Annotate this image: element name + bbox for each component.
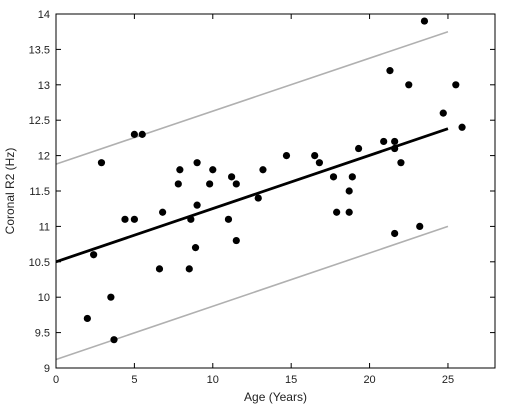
- data-point: [110, 336, 118, 344]
- data-point: [329, 173, 338, 181]
- y-tick-label: 11.5: [29, 186, 50, 198]
- data-point: [254, 194, 262, 202]
- regression-line: [55, 127, 449, 264]
- data-point: [345, 187, 353, 195]
- data-point: [405, 81, 413, 89]
- data-point: [224, 215, 233, 223]
- lower-bound-line: [55, 225, 449, 361]
- data-point: [386, 67, 394, 75]
- data-point: [174, 180, 182, 188]
- data-point: [232, 180, 240, 188]
- data-point: [107, 293, 115, 301]
- data-point: [345, 208, 353, 216]
- data-point: [228, 173, 236, 181]
- y-axis-label: Coronal R2 (Hz): [3, 148, 17, 235]
- data-point: [311, 152, 319, 160]
- data-point: [83, 314, 91, 323]
- x-tick-label: 25: [442, 374, 454, 386]
- data-point: [176, 166, 184, 174]
- y-tick-label: 13: [38, 80, 50, 92]
- data-point: [206, 180, 214, 188]
- data-point: [458, 123, 466, 131]
- y-tick-label: 14: [38, 9, 50, 21]
- data-point: [209, 166, 217, 174]
- data-point: [315, 159, 323, 167]
- y-tick-label: 12.5: [29, 115, 50, 127]
- data-point: [232, 236, 240, 245]
- x-tick-label: 15: [285, 374, 297, 386]
- data-point: [259, 166, 267, 174]
- data-point: [90, 251, 98, 259]
- data-point: [452, 81, 460, 89]
- data-point: [420, 17, 429, 25]
- data-point: [348, 173, 356, 181]
- x-tick-label: 10: [207, 374, 219, 386]
- plot-frame: [55, 13, 496, 369]
- data-point: [191, 244, 200, 252]
- data-point: [97, 159, 106, 167]
- data-point: [130, 215, 138, 223]
- y-tick-label: 9: [44, 363, 50, 375]
- data-point: [155, 265, 164, 273]
- data-point: [439, 109, 447, 117]
- y-tick-label: 13.5: [29, 44, 50, 56]
- data-points: [83, 17, 466, 344]
- data-point: [193, 201, 201, 209]
- data-point: [416, 222, 424, 230]
- data-point: [159, 208, 167, 216]
- data-point: [282, 152, 291, 160]
- data-point: [138, 130, 146, 138]
- data-point: [333, 208, 341, 216]
- data-point: [185, 265, 193, 273]
- data-point: [193, 159, 201, 167]
- data-point: [354, 144, 363, 153]
- x-axis-label: Age (Years): [244, 390, 307, 404]
- y-tick-label: 10.5: [29, 257, 50, 269]
- data-point: [391, 144, 399, 153]
- y-tick-label: 10: [38, 292, 50, 304]
- data-point: [121, 215, 129, 223]
- data-point: [391, 229, 399, 238]
- data-point: [380, 137, 388, 146]
- y-axis-ticks: 9 9.5 10 10.5 11 11.5 12 12.5 13 13.5 14: [29, 9, 495, 375]
- y-tick-label: 11: [39, 221, 50, 233]
- x-tick-label: 0: [53, 374, 59, 386]
- trend-lines: [55, 30, 449, 361]
- data-point: [130, 130, 138, 138]
- x-tick-label: 5: [131, 374, 137, 386]
- data-point: [187, 215, 195, 223]
- y-tick-label: 9.5: [35, 328, 50, 340]
- y-tick-label: 12: [38, 151, 50, 163]
- upper-bound-line: [55, 30, 449, 165]
- data-point: [397, 159, 405, 167]
- x-axis-ticks: 0 5 10 15 20 25: [53, 14, 454, 386]
- x-tick-label: 20: [363, 374, 375, 386]
- data-point: [391, 137, 399, 146]
